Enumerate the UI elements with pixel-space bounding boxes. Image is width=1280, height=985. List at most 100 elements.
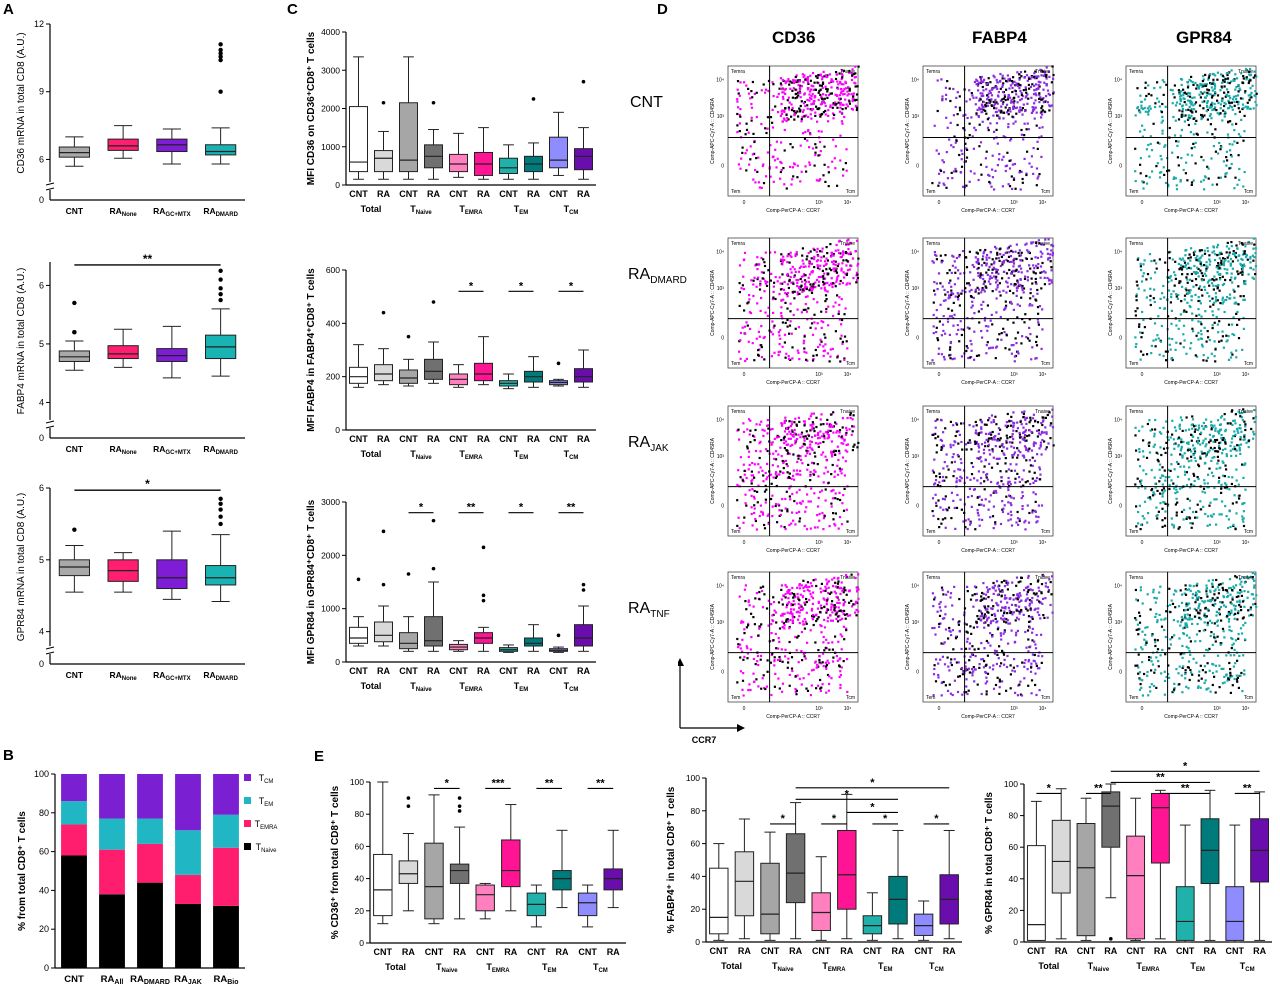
event-dot xyxy=(1191,81,1194,84)
box-7 xyxy=(552,829,572,909)
event-dot xyxy=(804,435,807,438)
event-dot xyxy=(980,498,983,501)
event-dot xyxy=(798,488,801,491)
event-dot xyxy=(786,433,789,436)
event-dot xyxy=(1226,241,1229,244)
event-dot xyxy=(1217,264,1220,267)
x-tick-label: RA xyxy=(453,947,466,957)
significance-label: * xyxy=(883,813,888,825)
event-dot xyxy=(796,438,799,441)
group-label: Total xyxy=(361,681,382,691)
event-dot xyxy=(969,170,972,173)
event-dot xyxy=(799,288,802,291)
event-dot xyxy=(1252,237,1255,240)
event-dot xyxy=(1036,421,1040,424)
event-dot xyxy=(1035,184,1038,187)
event-dot xyxy=(1248,70,1251,73)
event-dot xyxy=(846,347,849,350)
event-dot xyxy=(1037,83,1040,87)
event-dot xyxy=(988,98,991,102)
event-dot xyxy=(770,272,773,275)
event-dot xyxy=(1023,134,1026,137)
event-dot xyxy=(1010,260,1013,263)
event-dot xyxy=(1008,185,1012,188)
event-dot xyxy=(1152,339,1155,342)
event-dot xyxy=(1003,453,1006,456)
event-dot xyxy=(1165,298,1169,301)
event-dot xyxy=(848,88,851,91)
event-dot xyxy=(1016,427,1019,430)
event-dot xyxy=(802,339,806,342)
event-dot xyxy=(1134,180,1137,183)
event-dot xyxy=(988,449,991,452)
event-dot xyxy=(1043,81,1046,84)
y-tick-label: 60 xyxy=(39,847,49,857)
event-dot xyxy=(739,167,742,170)
event-dot xyxy=(832,80,835,83)
x-tick-label: RA xyxy=(402,947,415,957)
x-tick-label: CNT xyxy=(399,666,418,676)
event-dot xyxy=(818,153,821,157)
event-dot xyxy=(956,295,960,299)
event-dot xyxy=(812,473,816,476)
event-dot xyxy=(778,343,781,346)
event-dot xyxy=(771,126,775,129)
event-dot xyxy=(774,476,777,479)
event-dot xyxy=(1134,114,1137,117)
event-dot xyxy=(818,179,821,182)
event-dot xyxy=(789,425,793,428)
event-dot xyxy=(1225,251,1228,254)
event-dot xyxy=(1183,298,1186,301)
event-dot xyxy=(1009,159,1012,162)
stacked-segment xyxy=(137,882,163,968)
event-dot xyxy=(1218,141,1221,145)
event-dot xyxy=(1209,305,1212,308)
event-dot xyxy=(762,271,765,274)
event-dot xyxy=(1012,122,1015,125)
event-dot xyxy=(788,420,791,423)
event-dot xyxy=(794,523,797,526)
event-dot xyxy=(1014,107,1017,110)
event-dot xyxy=(1208,74,1211,77)
quadrant-label: Temra xyxy=(1129,241,1143,247)
y-axis-label: Comp-APC-Cy7-A :: CD45RA xyxy=(710,97,716,164)
event-dot xyxy=(993,438,996,441)
event-dot xyxy=(832,262,835,266)
event-dot xyxy=(1139,358,1142,361)
y-tick-label: 80 xyxy=(1009,811,1019,821)
event-dot xyxy=(787,426,791,429)
event-dot xyxy=(1152,297,1155,300)
event-dot xyxy=(1179,313,1182,316)
event-dot xyxy=(800,284,803,287)
event-dot xyxy=(804,165,807,168)
event-dot xyxy=(825,268,828,271)
event-dot xyxy=(800,458,803,461)
event-dot xyxy=(1041,423,1044,427)
event-dot xyxy=(1013,451,1017,454)
event-dot xyxy=(747,455,750,458)
event-dot xyxy=(1206,281,1209,284)
panel-label-c: C xyxy=(287,1,298,18)
event-dot xyxy=(796,80,800,84)
event-dot xyxy=(820,256,823,259)
event-dot xyxy=(857,441,860,444)
event-dot xyxy=(1006,318,1009,321)
event-dot xyxy=(766,462,769,465)
event-dot xyxy=(810,97,813,100)
event-dot xyxy=(788,280,791,283)
event-dot xyxy=(1214,74,1217,77)
event-dot xyxy=(950,291,953,295)
event-dot xyxy=(1045,95,1048,98)
event-dot xyxy=(1227,99,1230,102)
event-dot xyxy=(742,430,746,433)
event-dot xyxy=(1006,74,1009,77)
event-dot xyxy=(1216,299,1219,302)
event-dot xyxy=(1199,321,1202,324)
event-dot xyxy=(1034,277,1037,281)
event-dot xyxy=(1032,271,1035,274)
event-dot xyxy=(770,330,773,334)
event-dot xyxy=(1048,279,1051,282)
event-dot xyxy=(1021,95,1024,98)
event-dot xyxy=(1005,251,1008,254)
event-dot xyxy=(983,250,986,253)
